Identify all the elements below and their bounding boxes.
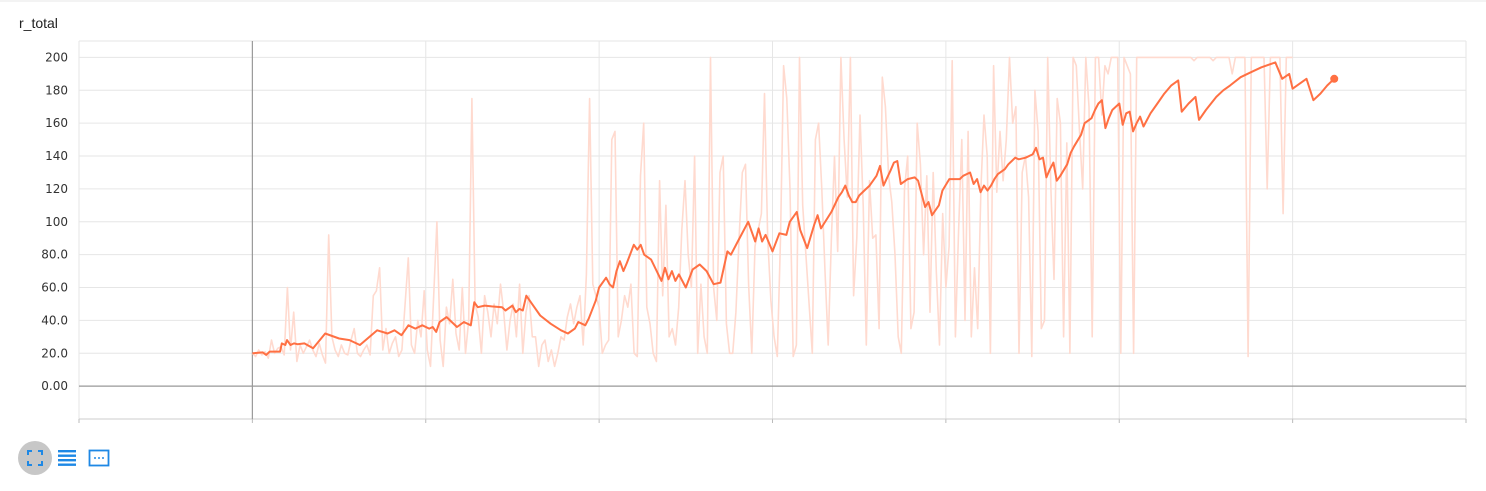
expand-corners-icon	[27, 450, 43, 466]
y-tick-label: 180	[45, 83, 68, 97]
y-axis-tick-labels: 0.00 20.0 40.0 60.0 80.0 100 120 140 160 180 200	[41, 50, 68, 393]
y-tick-label: 40.0	[41, 313, 68, 327]
chart-title: r_total	[19, 15, 58, 31]
y-tick-label: 20.0	[41, 346, 68, 360]
grid-lines	[78, 40, 1467, 423]
y-tick-label: 120	[45, 182, 68, 196]
chart-toolbar	[18, 441, 114, 475]
fit-to-data-button[interactable]	[18, 441, 52, 475]
smoothed-series-line	[252, 61, 1335, 356]
y-tick-label: 200	[45, 50, 68, 64]
raw-series-line	[251, 56, 1293, 368]
lines-list-icon	[58, 450, 76, 466]
card-top-border	[0, 0, 1486, 2]
smoothed-series	[252, 61, 1339, 356]
axes	[79, 41, 1466, 423]
dashed-frame-icon	[88, 449, 110, 467]
last-point-marker	[1330, 74, 1339, 83]
line-chart[interactable]: 0.00 20.0 40.0 60.0 80.0 100 120 140 160 180 200	[0, 0, 1486, 430]
y-tick-label: 140	[45, 149, 68, 163]
y-tick-label: 160	[45, 116, 68, 130]
y-tick-label: 100	[45, 215, 68, 229]
toggle-y-axis-range-button[interactable]	[82, 441, 116, 475]
y-tick-label: 0.00	[41, 379, 68, 393]
raw-series	[251, 56, 1293, 368]
y-tick-label: 60.0	[41, 281, 68, 295]
toggle-log-scale-button[interactable]	[50, 441, 84, 475]
y-tick-label: 80.0	[41, 248, 68, 262]
